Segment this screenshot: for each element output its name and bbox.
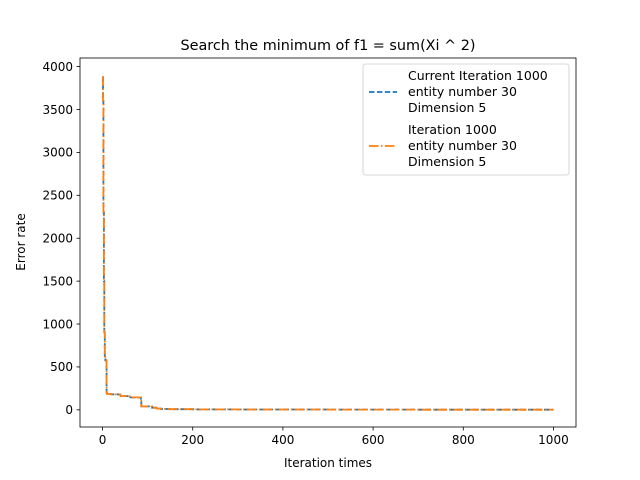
y-tick-label: 2500: [42, 189, 73, 203]
y-tick-label: 500: [50, 360, 73, 374]
y-tick-label: 2000: [42, 232, 73, 246]
y-tick-label: 3000: [42, 146, 73, 160]
x-tick-label: 200: [181, 433, 204, 447]
chart-title: Search the minimum of f1 = sum(Xi ^ 2): [180, 38, 475, 54]
legend-label: entity number 30: [408, 138, 517, 153]
x-tick-label: 600: [362, 433, 385, 447]
x-tick-label: 1000: [538, 433, 569, 447]
x-tick-label: 0: [99, 433, 107, 447]
legend-label: Dimension 5: [408, 100, 486, 115]
legend-label: Iteration 1000: [408, 122, 497, 137]
x-axis-label: Iteration times: [284, 456, 372, 470]
legend-label: Dimension 5: [408, 154, 486, 169]
legend-label: entity number 30: [408, 84, 517, 99]
y-tick-label: 1000: [42, 317, 73, 331]
x-tick-label: 800: [452, 433, 475, 447]
y-tick-label: 4000: [42, 60, 73, 74]
y-tick-label: 0: [65, 403, 73, 417]
y-axis-label: Error rate: [14, 213, 28, 270]
legend-label: Current Iteration 1000: [408, 68, 548, 83]
y-tick-label: 3500: [42, 103, 73, 117]
x-tick-label: 400: [271, 433, 294, 447]
y-tick-label: 1500: [42, 274, 73, 288]
